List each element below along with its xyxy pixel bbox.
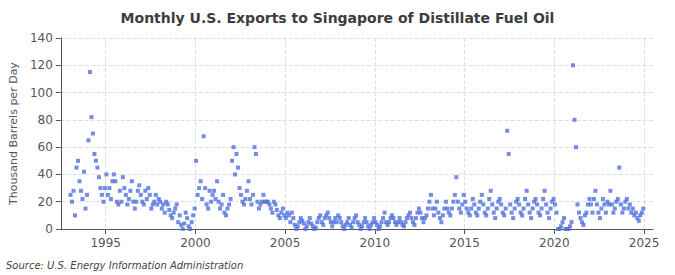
svg-text:2000: 2000	[180, 236, 211, 250]
svg-text:1995: 1995	[90, 236, 121, 250]
svg-text:20: 20	[38, 195, 53, 209]
svg-text:Monthly U.S. Exports to Singap: Monthly U.S. Exports to Singapore of Dis…	[121, 10, 555, 26]
svg-text:0: 0	[45, 222, 53, 236]
svg-text:100: 100	[30, 86, 53, 100]
svg-text:2005: 2005	[270, 236, 301, 250]
svg-text:2020: 2020	[539, 236, 570, 250]
svg-text:60: 60	[38, 140, 53, 154]
svg-text:Source: U.S. Energy Informatio: Source: U.S. Energy Information Administ…	[6, 260, 243, 271]
svg-text:80: 80	[38, 113, 53, 127]
svg-text:120: 120	[30, 58, 53, 72]
svg-text:40: 40	[38, 167, 53, 181]
svg-text:Thousand Barrels per Day: Thousand Barrels per Day	[7, 62, 20, 206]
svg-text:2015: 2015	[449, 236, 480, 250]
svg-text:2010: 2010	[360, 236, 391, 250]
svg-text:140: 140	[30, 31, 53, 45]
svg-text:2025: 2025	[629, 236, 660, 250]
